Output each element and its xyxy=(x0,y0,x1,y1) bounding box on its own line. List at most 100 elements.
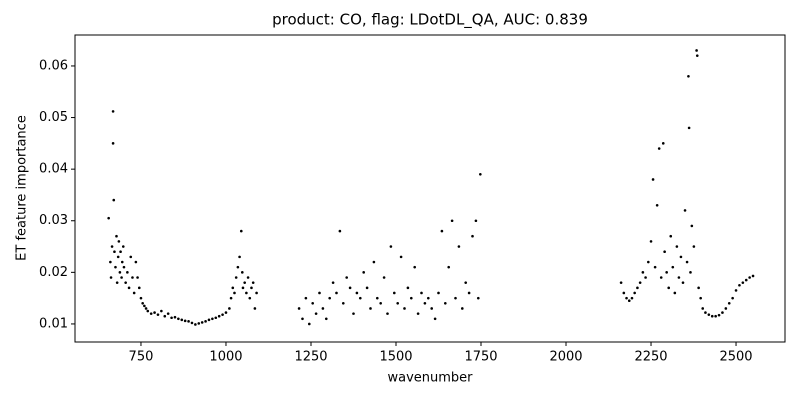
point xyxy=(638,281,642,284)
point xyxy=(655,203,659,207)
point xyxy=(234,276,238,279)
point xyxy=(440,229,444,233)
point xyxy=(120,260,124,264)
point xyxy=(627,299,631,303)
point xyxy=(197,322,201,325)
point xyxy=(416,312,420,315)
point xyxy=(121,245,125,248)
point xyxy=(671,265,675,269)
point xyxy=(239,229,243,233)
x-tick-label: 1500 xyxy=(379,350,412,365)
point xyxy=(190,321,194,325)
point xyxy=(663,250,666,254)
point xyxy=(647,260,650,264)
y-tick-label: 0.04 xyxy=(39,162,68,177)
point xyxy=(467,291,471,295)
point xyxy=(111,142,115,145)
point xyxy=(681,281,685,284)
point xyxy=(236,265,240,269)
x-tick-label: 1250 xyxy=(294,350,327,365)
y-tick-label: 0.01 xyxy=(39,316,68,331)
point xyxy=(704,311,707,314)
point xyxy=(396,302,399,305)
point xyxy=(233,291,236,295)
point xyxy=(187,320,190,323)
point xyxy=(701,307,705,310)
point xyxy=(321,307,325,310)
point xyxy=(127,286,131,290)
point xyxy=(669,234,673,238)
point xyxy=(447,265,451,269)
point xyxy=(311,302,314,305)
point xyxy=(341,302,345,305)
point xyxy=(160,309,163,313)
point xyxy=(245,291,248,295)
point xyxy=(727,302,731,305)
point xyxy=(110,245,114,248)
point xyxy=(741,281,745,284)
point xyxy=(689,271,692,274)
point xyxy=(406,286,410,290)
point xyxy=(633,291,637,295)
point xyxy=(444,302,447,305)
point xyxy=(625,296,628,300)
plot-frame xyxy=(74,34,786,343)
point xyxy=(471,234,474,238)
point xyxy=(426,296,430,300)
point xyxy=(673,291,677,295)
point xyxy=(683,209,687,212)
point xyxy=(297,307,301,310)
point xyxy=(250,286,253,290)
point xyxy=(479,173,482,176)
x-axis-label: wavenumber xyxy=(387,371,473,386)
point xyxy=(314,312,318,315)
point xyxy=(369,307,372,310)
point xyxy=(659,276,663,279)
point xyxy=(180,318,184,322)
point xyxy=(454,296,457,300)
point xyxy=(318,291,321,295)
point xyxy=(177,317,180,321)
point xyxy=(136,276,139,279)
point xyxy=(307,322,311,326)
point xyxy=(200,321,204,324)
point xyxy=(382,276,386,279)
point xyxy=(675,245,679,248)
point xyxy=(207,318,211,322)
point xyxy=(744,278,748,282)
y-tick-label: 0.06 xyxy=(39,58,68,73)
point xyxy=(117,240,121,243)
point xyxy=(119,250,122,254)
point xyxy=(122,265,126,269)
point xyxy=(738,283,741,287)
point xyxy=(734,289,738,292)
point xyxy=(251,281,255,284)
point xyxy=(372,260,376,264)
point xyxy=(687,126,691,130)
point xyxy=(644,276,647,279)
point xyxy=(240,271,244,274)
point xyxy=(224,311,228,314)
point xyxy=(109,260,112,264)
point xyxy=(114,265,117,269)
point xyxy=(699,296,702,300)
point xyxy=(229,296,233,300)
point xyxy=(457,245,461,248)
point xyxy=(690,224,694,228)
chart-title: product: CO, flag: LDotDL_QA, AUC: 0.839 xyxy=(272,11,588,30)
point xyxy=(413,265,416,269)
x-tick-label: 2250 xyxy=(634,350,667,365)
point xyxy=(461,307,464,310)
point xyxy=(362,271,365,274)
point xyxy=(149,312,153,315)
point xyxy=(324,317,328,321)
point xyxy=(109,276,113,279)
point xyxy=(132,291,136,295)
point xyxy=(358,296,362,300)
point xyxy=(183,319,187,323)
point xyxy=(403,307,406,310)
point xyxy=(120,276,123,279)
point xyxy=(173,315,177,319)
point xyxy=(153,311,156,314)
point xyxy=(335,291,338,295)
